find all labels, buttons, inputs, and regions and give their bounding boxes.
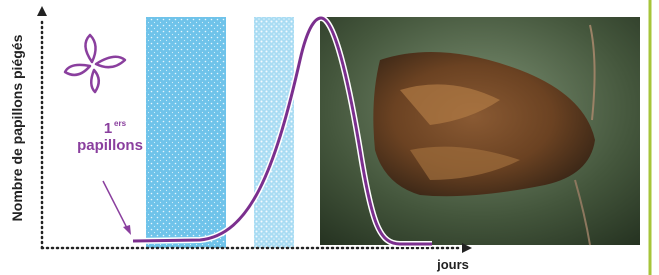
period-band — [254, 17, 294, 248]
annotation-arrow — [103, 181, 128, 230]
x-axis-label: jours — [436, 257, 469, 272]
annotation-number: 1 — [104, 120, 112, 137]
annotation-text: papillons — [77, 137, 143, 154]
moth-photo — [320, 17, 640, 245]
y-arrow — [37, 6, 47, 16]
diagram: 1 ers papillons Nombre de papillons piég… — [0, 0, 659, 275]
annotation-arrowhead — [123, 225, 131, 235]
butterfly-icon — [65, 35, 125, 92]
y-axis-label: Nombre de papillons piégés — [9, 34, 25, 221]
annotation-superscript: ers — [114, 119, 127, 128]
period-band — [146, 17, 226, 248]
